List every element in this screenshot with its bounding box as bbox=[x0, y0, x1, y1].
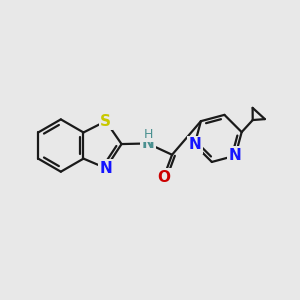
Text: N: N bbox=[188, 137, 201, 152]
Text: S: S bbox=[100, 114, 111, 129]
Text: H: H bbox=[144, 128, 153, 141]
Text: N: N bbox=[141, 136, 154, 151]
Text: N: N bbox=[99, 160, 112, 175]
Text: O: O bbox=[157, 169, 170, 184]
Text: N: N bbox=[229, 148, 242, 163]
